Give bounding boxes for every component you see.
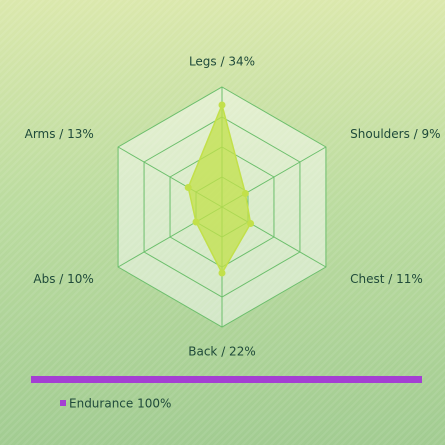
series-bar bbox=[31, 376, 422, 383]
axis-label: Arms / 13% bbox=[25, 127, 94, 141]
radar-point bbox=[192, 218, 200, 226]
legend-marker bbox=[60, 400, 66, 406]
radar-point bbox=[241, 190, 249, 197]
axis-label: Shoulders / 9% bbox=[350, 127, 440, 141]
radar-point bbox=[247, 220, 255, 227]
axis-label: Abs / 10% bbox=[33, 272, 93, 286]
axis-label: Chest / 11% bbox=[350, 272, 423, 286]
radar-point bbox=[218, 101, 226, 109]
legend-label: Endurance 100% bbox=[69, 397, 171, 411]
radar-point bbox=[184, 184, 192, 191]
axis-label: Back / 22% bbox=[188, 345, 255, 359]
axis-label: Legs / 34% bbox=[189, 55, 255, 69]
radar-point bbox=[218, 269, 226, 277]
